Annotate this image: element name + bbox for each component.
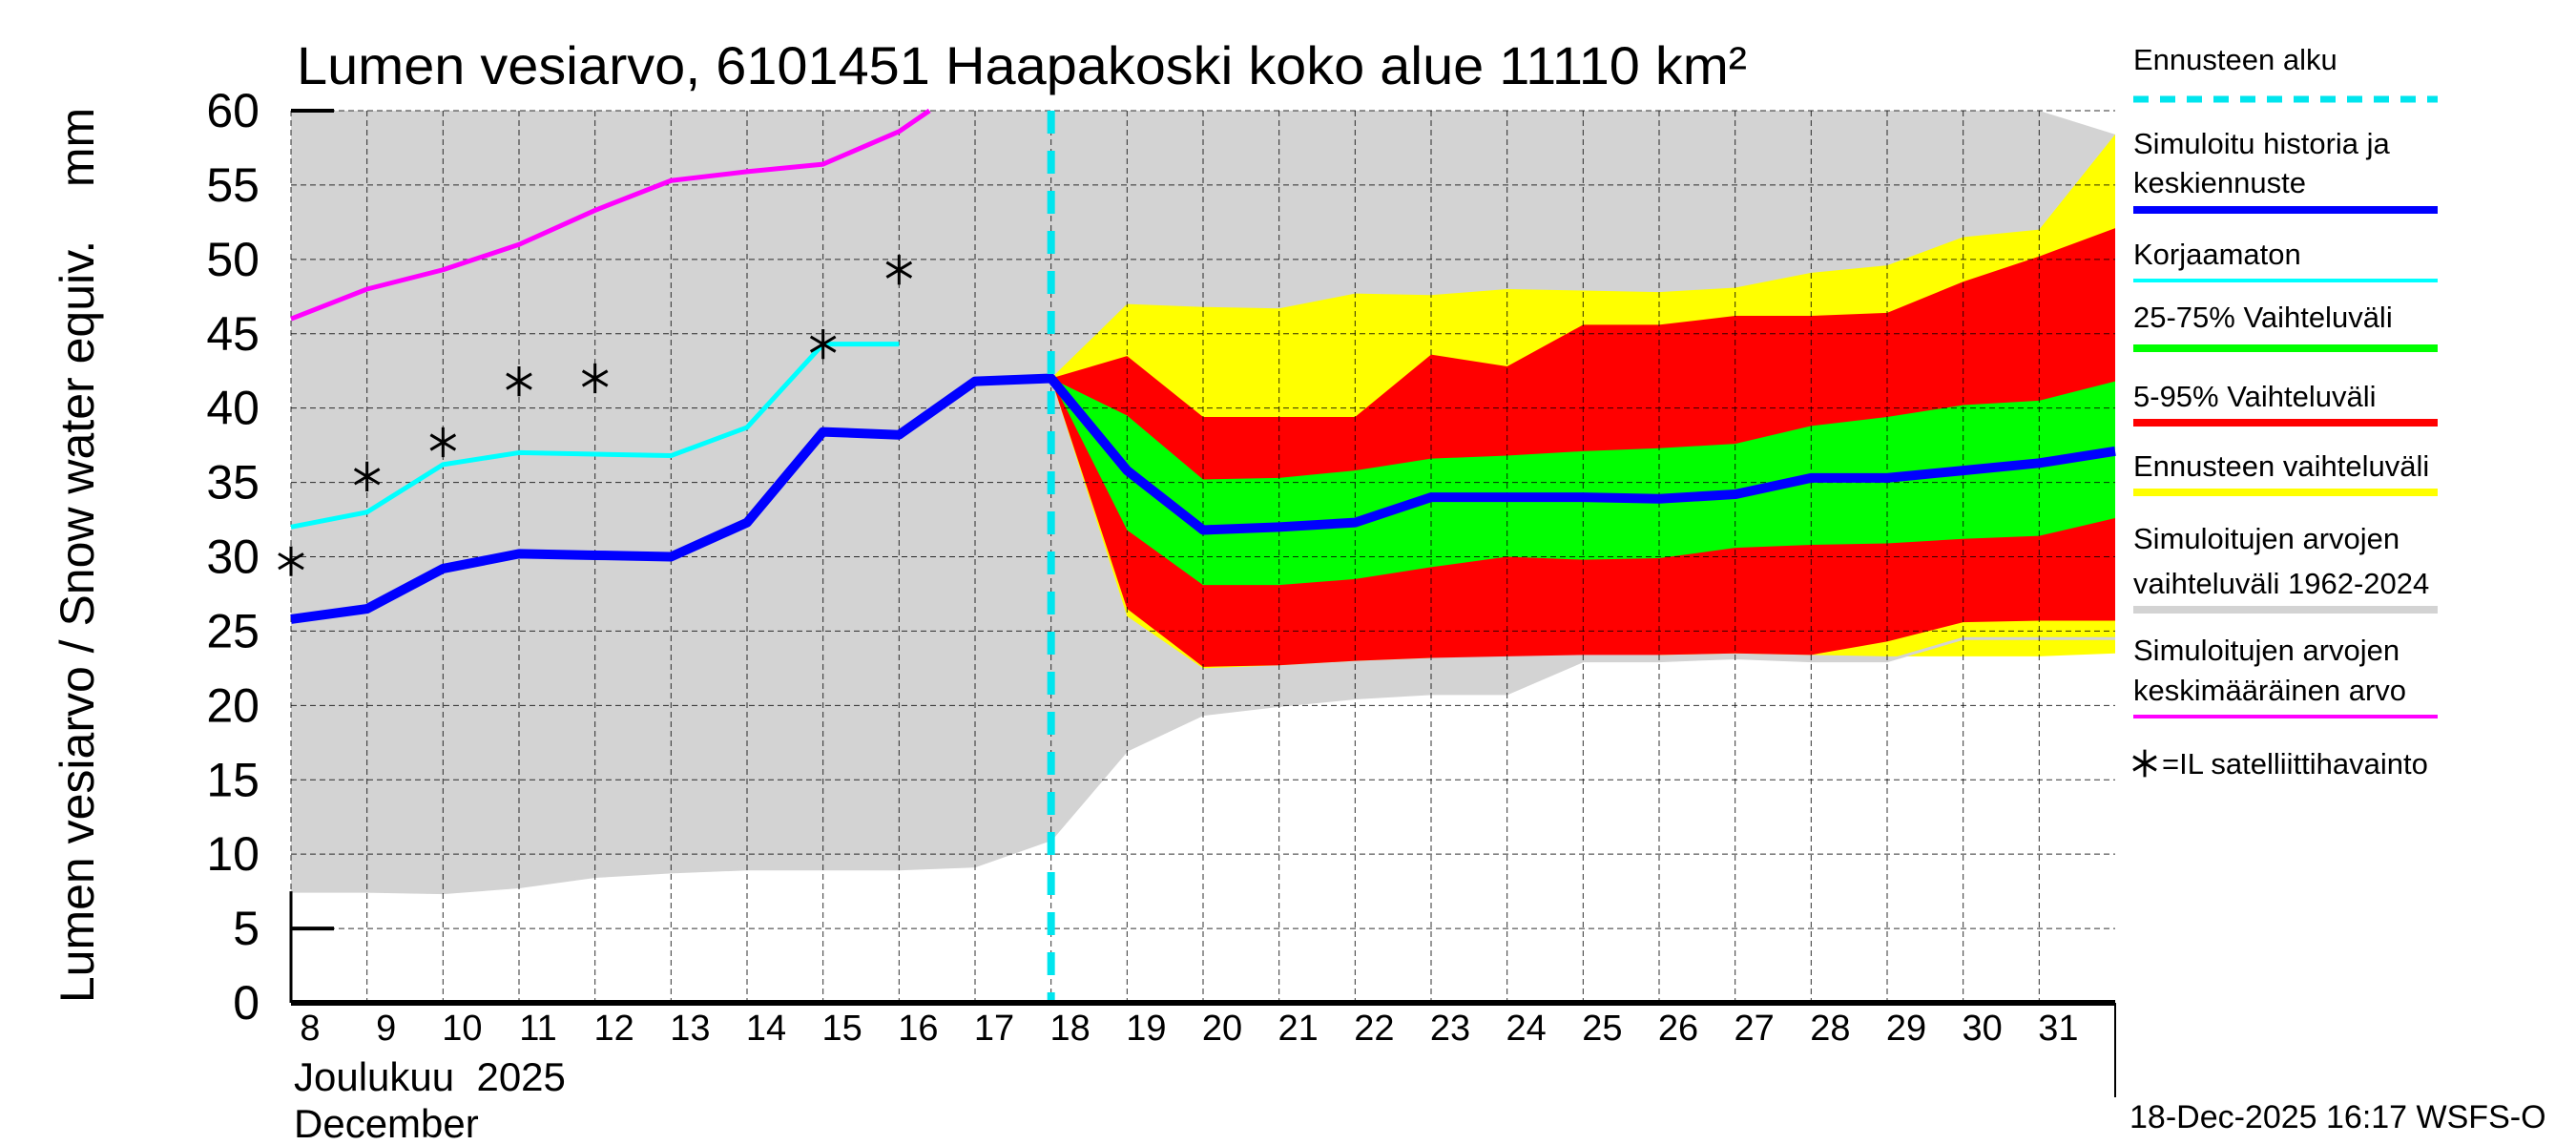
- y-tick-label: 0: [233, 976, 260, 1030]
- y-tick-label: 50: [206, 233, 260, 286]
- x-tick-label: 28: [1810, 1009, 1850, 1049]
- legend-item: 25-75% Vaihteluväli: [2133, 301, 2438, 352]
- x-tick-label: 22: [1354, 1009, 1394, 1049]
- x-tick-label: 27: [1735, 1009, 1775, 1049]
- satellite-observation-point: [506, 366, 532, 397]
- y-tick-label: 45: [206, 307, 260, 361]
- y-tick-label: 30: [206, 531, 260, 584]
- historical-mean-line: [290, 108, 931, 322]
- x-tick-label: 13: [670, 1009, 710, 1049]
- x-tick-label: 29: [1886, 1009, 1926, 1049]
- x-tick-label: 14: [746, 1009, 786, 1049]
- legend-item: Ennusteen alku: [2133, 43, 2438, 103]
- legend-label: 5-95% Vaihteluväli: [2133, 380, 2376, 413]
- x-tick-label: 21: [1278, 1009, 1319, 1049]
- x-tick-label: 16: [898, 1009, 938, 1049]
- uncorrected-line: [290, 342, 900, 530]
- x-tick-label: 31: [2038, 1009, 2078, 1049]
- x-axis-month-label: Joulukuu 2025: [294, 1054, 566, 1099]
- x-tick-label: 23: [1430, 1009, 1470, 1049]
- x-tick-label: 24: [1506, 1009, 1547, 1049]
- x-tick-label: 25: [1582, 1009, 1622, 1049]
- x-tick-label: 10: [442, 1009, 482, 1049]
- y-tick-label: 20: [206, 678, 260, 732]
- y-tick-label: 35: [206, 456, 260, 510]
- satellite-observation-point: [353, 461, 381, 491]
- y-tick-label: 25: [206, 604, 260, 657]
- simulated-line: [290, 373, 2116, 624]
- y-tick-label: 55: [206, 158, 260, 212]
- legend-label: 25-75% Vaihteluväli: [2133, 301, 2393, 334]
- legend-item: =IL satelliittihavainto: [2132, 747, 2428, 781]
- legend-label: keskimääräinen arvo: [2133, 674, 2406, 707]
- legend-item: Simuloitujen arvojen vaihteluväli 1962-20…: [2133, 522, 2438, 614]
- x-tick-label: 26: [1658, 1009, 1698, 1049]
- legend-item: Simuloitu historia ja keskiennuste: [2133, 127, 2438, 214]
- satellite-observation-point: [581, 363, 609, 394]
- legend-label: keskiennuste: [2133, 166, 2306, 199]
- x-axis-month-label-en: December: [294, 1101, 479, 1145]
- x-tick-label: 17: [974, 1009, 1014, 1049]
- satellite-observation-point: [429, 427, 457, 458]
- satellite-star-icon: [2132, 749, 2157, 778]
- chart-title: Lumen vesiarvo, 6101451 Haapakoski koko …: [297, 35, 1747, 95]
- y-tick-label: 5: [233, 902, 260, 955]
- satellite-observation-point: [809, 329, 837, 360]
- y-tick-label: 60: [206, 84, 260, 137]
- legend: Ennusteen alku Simuloitu historia ja keski…: [2132, 43, 2438, 781]
- x-tick-label: 19: [1126, 1009, 1166, 1049]
- y-tick-label: 10: [206, 827, 260, 881]
- axes: 0 5 10 15 20 25 30 35 40 45 50 55 60 8 9 10 11 12 13 14 15 16…: [206, 84, 2116, 1097]
- x-tick-label: 15: [822, 1009, 862, 1049]
- legend-item: Korjaamaton: [2133, 238, 2438, 282]
- legend-label: Simuloitujen arvojen: [2133, 634, 2399, 667]
- legend-label: =IL satelliittihavainto: [2162, 747, 2428, 781]
- x-tick-label: 30: [1963, 1009, 2003, 1049]
- y-axis-label: Lumen vesiarvo / Snow water equiv. mm: [51, 108, 104, 1003]
- legend-label: Ennusteen alku: [2133, 43, 2337, 76]
- x-tick-label: 8: [300, 1009, 320, 1049]
- x-tick-label: 12: [594, 1009, 634, 1049]
- legend-item: Ennusteen vaihteluväli: [2133, 449, 2438, 496]
- x-tick-label: 11: [519, 1009, 556, 1049]
- x-tick-label: 20: [1202, 1009, 1242, 1049]
- plot-area: [278, 108, 2116, 1004]
- y-tick-label: 15: [206, 753, 260, 806]
- timestamp: 18-Dec-2025 16:17 WSFS-O: [2129, 1099, 2546, 1135]
- p25-75-band: [1050, 378, 2115, 586]
- x-tick-label: 9: [376, 1009, 396, 1049]
- x-tick-label: 18: [1050, 1009, 1091, 1049]
- legend-label: Simuloitu historia ja: [2133, 127, 2391, 160]
- legend-item: Simuloitujen arvojen keskimääräinen arvo: [2133, 634, 2438, 718]
- legend-label: Ennusteen vaihteluväli: [2133, 449, 2429, 483]
- satellite-observation-point: [278, 546, 304, 576]
- legend-label: vaihteluväli 1962-2024: [2133, 567, 2429, 600]
- legend-label: Korjaamaton: [2133, 238, 2301, 271]
- legend-label: Simuloitujen arvojen: [2133, 522, 2399, 555]
- y-tick-label: 40: [206, 382, 260, 435]
- legend-item: 5-95% Vaihteluväli: [2133, 380, 2438, 427]
- satellite-observation-point: [885, 255, 913, 285]
